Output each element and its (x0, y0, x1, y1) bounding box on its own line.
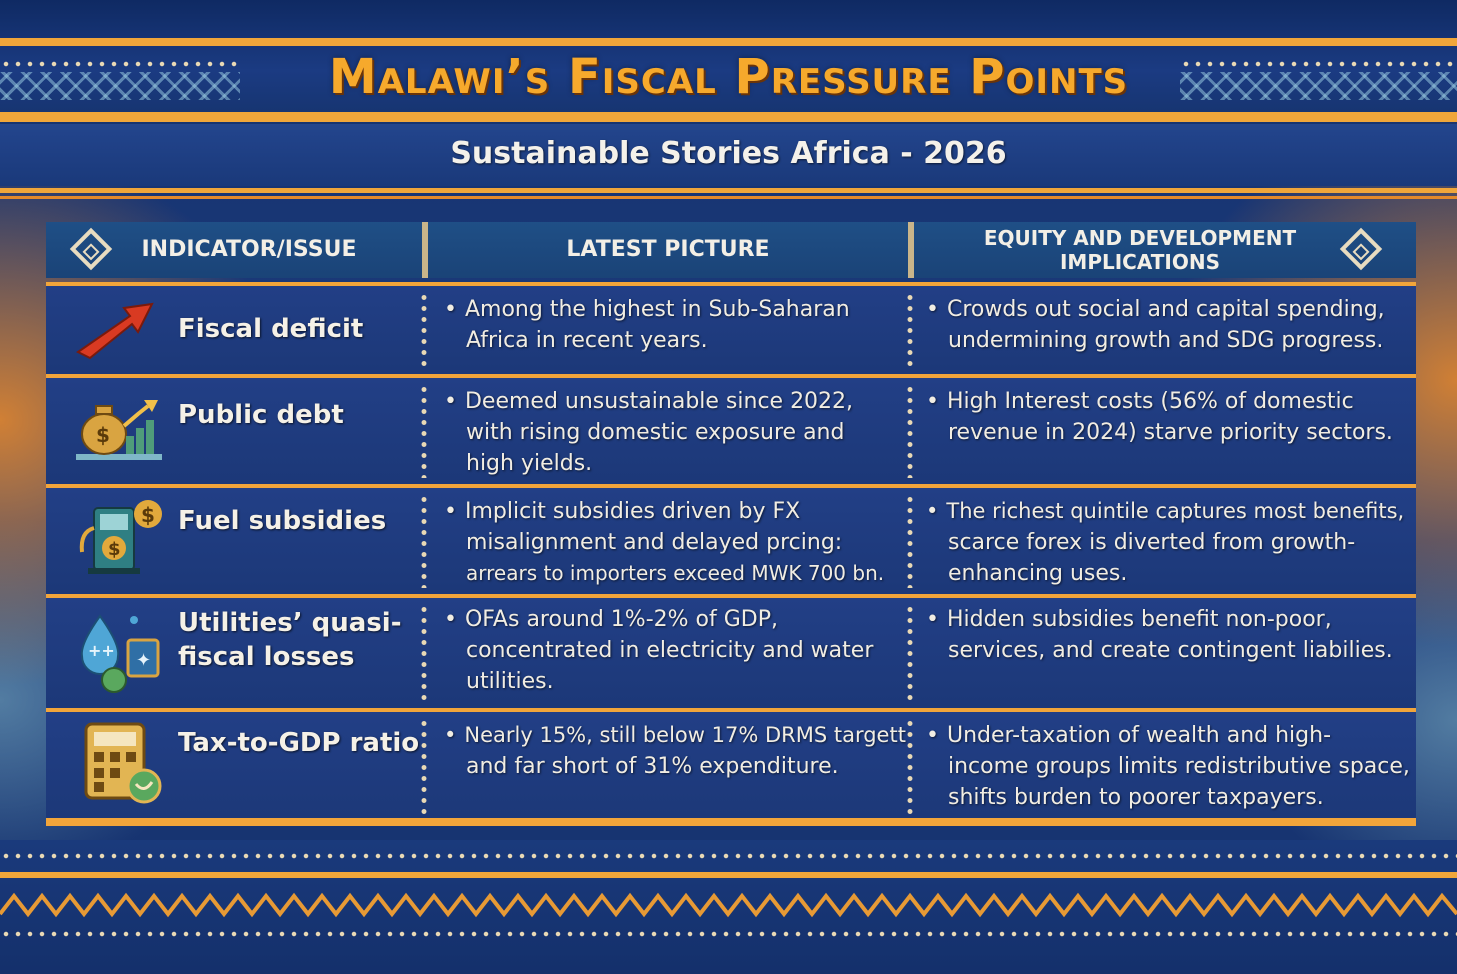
implications-text: • Under-taxation of wealth and high- inco… (926, 723, 1410, 810)
header-wave-right (1180, 72, 1457, 100)
column-divider (420, 718, 428, 816)
header-divider (422, 222, 428, 278)
column-divider (906, 292, 914, 368)
picture-text: • Implicit subsidies driven by FX misalig… (444, 499, 885, 585)
header-divider (908, 222, 914, 278)
implications-text: • Hidden subsidies benefit non-poor, serv… (926, 607, 1393, 663)
money-bag-chart-icon: $ (76, 400, 162, 460)
column-divider (906, 604, 914, 702)
footer-zigzag (0, 892, 1457, 918)
rising-arrow-icon (76, 302, 154, 360)
svg-text:$: $ (141, 503, 155, 527)
calculator-icon (84, 722, 162, 804)
column-header-picture-label: LATEST PICTURE (566, 237, 770, 262)
table-row: ++ ✦ Utilities’ quasi- fiscal losses • OF… (46, 594, 1416, 708)
fiscal-table: INDICATOR/ISSUE LATEST PICTURE EQUITY AN… (46, 222, 1416, 828)
column-header-implications-label: EQUITY AND DEVELOPMENT IMPLICATIONS (983, 226, 1297, 274)
table-row: Tax-to-GDP ratio • Nearly 15%, still belo… (46, 708, 1416, 822)
issue-label: Fuel subsidies (178, 506, 387, 536)
column-divider (420, 494, 428, 588)
table-row: $ Public debt • Deemed unsustainable sinc… (46, 374, 1416, 484)
subtitle-stripe-thin (0, 196, 1457, 199)
implications-text: • The richest quintile captures most bene… (926, 499, 1405, 586)
header-stripe-top (0, 38, 1457, 46)
picture-text: • Nearly 15%, still below 17% DRMS target… (444, 723, 906, 779)
svg-text:$: $ (96, 423, 110, 447)
footer-dots-bottom (0, 930, 1457, 938)
column-divider (906, 494, 914, 588)
table-bottom-stripe (46, 818, 1416, 826)
header-dots-right (1180, 60, 1457, 68)
footer-stripe (0, 872, 1457, 878)
table-row: $ $ Fuel subsidies • Implicit subsidies d… (46, 484, 1416, 594)
issue-label: Fiscal deficit (178, 314, 364, 344)
svg-text:$: $ (108, 539, 121, 560)
picture-text: • Deemed unsustainable since 2022, with r… (444, 389, 854, 476)
column-divider (420, 384, 428, 478)
picture-text: • Among the highest in Sub-Saharan Africa… (444, 297, 850, 353)
column-divider (420, 292, 428, 368)
issue-label: Utilities’ quasi- fiscal losses (178, 608, 402, 672)
subtitle-stripe (0, 188, 1457, 193)
page-subtitle: Sustainable Stories Africa - 2026 (450, 136, 1007, 171)
header-dots-left (0, 60, 240, 68)
column-divider (420, 604, 428, 702)
footer-band (0, 840, 1457, 974)
implications-text: • Crowds out social and capital spending,… (926, 297, 1385, 353)
column-divider (906, 384, 914, 478)
picture-text: • OFAs around 1%-2% of GDP, concentrated … (444, 607, 874, 694)
svg-text:✦: ✦ (136, 650, 151, 671)
header-stripe-bottom (0, 112, 1457, 122)
implications-text: • High Interest costs (56% of domestic re… (926, 389, 1393, 445)
footer-dots (0, 852, 1457, 860)
page-title: Malawi’s Fiscal Pressure Points (328, 49, 1129, 105)
issue-label: Tax-to-GDP ratio (178, 728, 420, 758)
column-divider (906, 718, 914, 816)
issue-label: Public debt (178, 400, 344, 430)
column-header-picture: LATEST PICTURE (428, 222, 908, 278)
svg-text:++: ++ (88, 641, 115, 660)
utilities-icon: ++ ✦ (80, 614, 160, 693)
subtitle-band (0, 124, 1457, 186)
column-header-indicator-label: INDICATOR/ISSUE (141, 237, 357, 262)
fuel-pump-icon: $ $ (79, 500, 162, 574)
table-row: Fiscal deficit • Among the highest in Sub… (46, 282, 1416, 374)
column-header-implications: EQUITY AND DEVELOPMENT IMPLICATIONS (914, 222, 1416, 278)
header-wave-left (0, 72, 240, 100)
